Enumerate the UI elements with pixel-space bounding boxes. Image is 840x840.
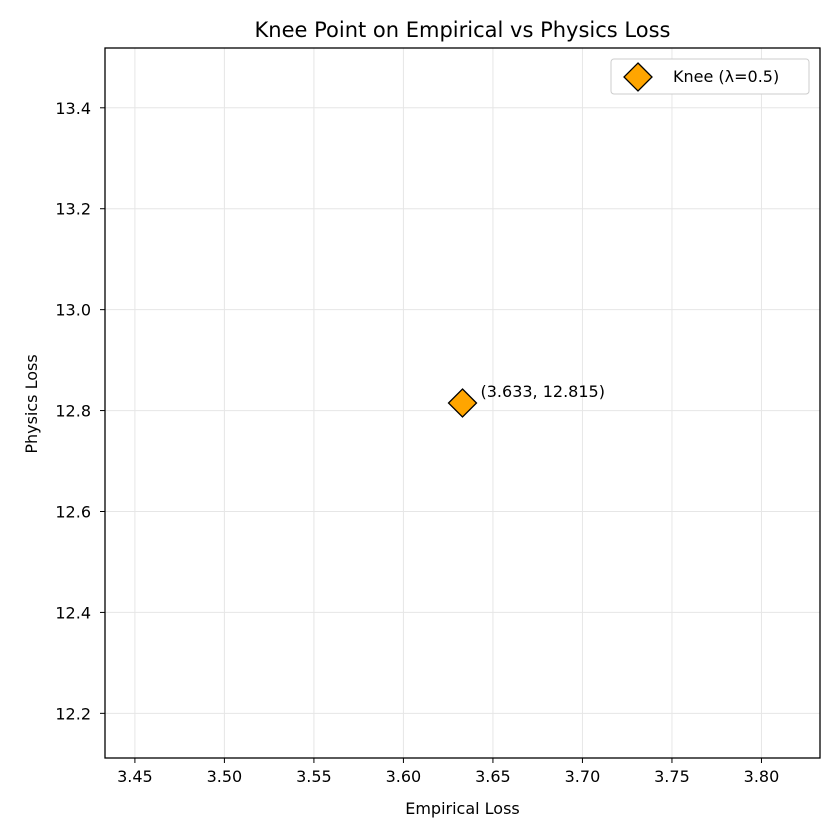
x-tick-label: 3.45 xyxy=(117,767,153,786)
y-tick-label: 13.2 xyxy=(55,200,91,219)
chart-title: Knee Point on Empirical vs Physics Loss xyxy=(255,18,671,42)
x-tick-label: 3.65 xyxy=(475,767,511,786)
legend: Knee (λ=0.5) xyxy=(610,58,810,95)
axes-frame xyxy=(104,47,821,759)
legend-marker-diamond-icon xyxy=(623,62,653,92)
grid xyxy=(105,48,820,758)
x-tick-label: 3.75 xyxy=(654,767,690,786)
legend-label: Knee (λ=0.5) xyxy=(673,67,779,86)
y-axis-label: Physics Loss xyxy=(22,354,41,453)
y-tick-label: 12.6 xyxy=(55,502,91,521)
y-tick-label: 13.0 xyxy=(55,301,91,320)
x-tick-label: 3.50 xyxy=(207,767,243,786)
x-tick-label: 3.80 xyxy=(744,767,780,786)
legend-box xyxy=(610,58,810,95)
point-annotation: (3.633, 12.815) xyxy=(481,382,605,401)
y-tick-label: 12.8 xyxy=(55,402,91,421)
y-tick-label: 13.4 xyxy=(55,99,91,118)
y-axis: 12.2 12.4 12.6 12.8 13.0 13.2 13.4 xyxy=(55,99,105,723)
knee-point-marker xyxy=(447,388,478,418)
x-tick-label: 3.60 xyxy=(386,767,422,786)
x-axis: 3.45 3.50 3.55 3.60 3.65 3.70 3.75 3.80 xyxy=(117,758,779,786)
x-tick-label: 3.70 xyxy=(565,767,601,786)
y-tick-label: 12.4 xyxy=(55,603,91,622)
y-tick-label: 12.2 xyxy=(55,704,91,723)
x-axis-label: Empirical Loss xyxy=(405,799,520,818)
plot-area: (3.633, 12.815) xyxy=(447,382,605,418)
x-tick-label: 3.55 xyxy=(296,767,332,786)
